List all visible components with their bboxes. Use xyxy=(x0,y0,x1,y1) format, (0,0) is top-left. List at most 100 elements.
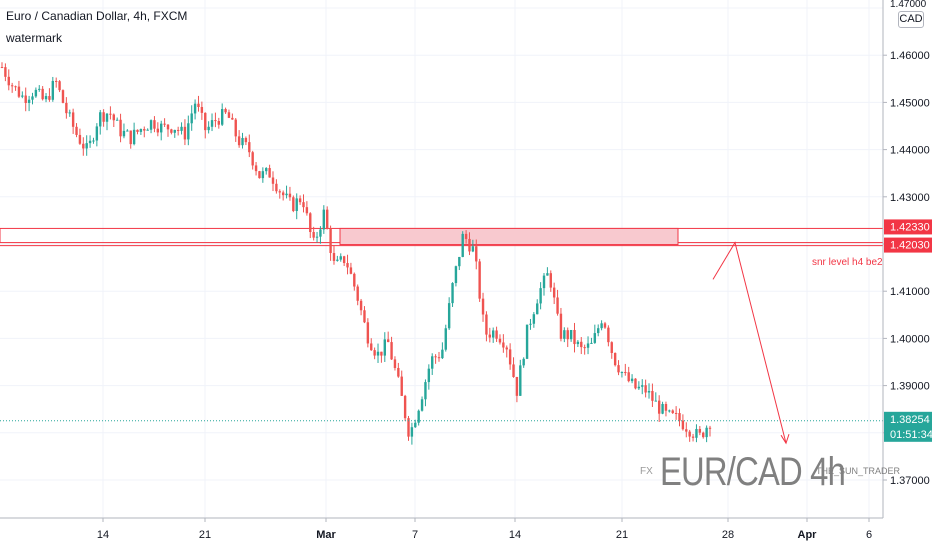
candle-body xyxy=(661,404,664,414)
candle-body xyxy=(458,256,461,267)
candle-body xyxy=(353,273,356,287)
candle-body xyxy=(71,112,75,127)
candle-body xyxy=(315,236,319,238)
candle-body xyxy=(176,129,180,131)
candle-body xyxy=(366,322,370,344)
candle-body xyxy=(302,202,305,208)
candle-body xyxy=(170,129,173,133)
candle-body xyxy=(559,313,563,339)
candle-body xyxy=(508,349,512,365)
candle-body xyxy=(685,429,688,432)
candle-body xyxy=(309,213,312,233)
watermark-author: THE_SUN_TRADER xyxy=(816,466,901,476)
candle-body xyxy=(227,112,231,118)
price-tick-label: 1.37000 xyxy=(890,475,930,487)
candle-body xyxy=(139,129,143,132)
candle-body xyxy=(78,134,82,144)
candle-body xyxy=(424,382,427,400)
candle-body xyxy=(95,126,99,141)
snr-zone-label: snr level h4 be2 xyxy=(812,257,883,268)
watermark-prefix: FX xyxy=(640,466,653,477)
candle-body xyxy=(55,80,58,82)
candle-body xyxy=(82,143,85,149)
candle-body xyxy=(468,238,471,252)
candle-body xyxy=(410,427,414,437)
candle-body xyxy=(112,114,115,121)
candle-body xyxy=(31,96,34,100)
price-tick-label: 1.40000 xyxy=(890,333,930,345)
candle-body xyxy=(10,85,14,87)
candle-body xyxy=(44,96,48,100)
price-axis[interactable]: 1.460001.450001.440001.430001.420001.410… xyxy=(882,0,932,518)
candle-body xyxy=(691,436,695,438)
candle-body xyxy=(414,422,417,428)
candle-body xyxy=(590,342,593,344)
candle-body xyxy=(278,191,281,193)
candle-body xyxy=(515,376,519,396)
candle-body xyxy=(231,117,234,120)
time-axis[interactable]: 14 21 Mar 7 14 21 28 Apr 6 xyxy=(0,517,883,541)
price-tick-label: 1.45000 xyxy=(890,97,930,109)
candle-body xyxy=(539,288,542,304)
candle-body xyxy=(34,89,38,97)
candle-body xyxy=(244,137,248,143)
candle-body xyxy=(600,323,603,329)
candle-body xyxy=(569,329,573,340)
candle-body xyxy=(160,123,163,133)
price-tick-label: 1.44000 xyxy=(890,145,930,157)
candle-body xyxy=(549,273,552,288)
candle-body xyxy=(4,67,7,77)
candle-body xyxy=(603,323,607,328)
price-label-box xyxy=(884,219,932,235)
candle-body xyxy=(647,390,651,393)
annotation-layer: snr level h4 be2 xyxy=(0,241,883,445)
candle-body xyxy=(641,385,644,387)
candle-body xyxy=(681,420,685,430)
candle-body xyxy=(156,128,160,133)
candle-body xyxy=(14,86,17,88)
candle-body xyxy=(288,193,292,198)
candle-body xyxy=(126,130,129,132)
candle-body xyxy=(702,432,705,438)
candle-body xyxy=(444,328,447,350)
price-tick-label: 1.47000 xyxy=(890,0,927,10)
candle-body xyxy=(654,400,657,402)
candle-body xyxy=(281,192,285,196)
candle-body xyxy=(342,256,346,264)
candle-body xyxy=(27,99,31,103)
snr-zone-layer xyxy=(0,227,884,247)
candle-body xyxy=(153,120,156,129)
candle-body xyxy=(271,177,275,184)
candle-body xyxy=(68,112,71,114)
candle-body xyxy=(583,347,586,349)
price-tick-label: 1.39000 xyxy=(890,381,930,393)
candle-body xyxy=(268,168,271,178)
candle-body xyxy=(207,126,210,131)
candle-body xyxy=(21,95,24,97)
candle-body xyxy=(529,323,532,325)
candle-body xyxy=(627,372,630,382)
candle-body xyxy=(102,112,105,122)
candle-body xyxy=(434,356,437,358)
candle-body xyxy=(285,193,288,196)
candle-body xyxy=(197,103,200,108)
currency-badge[interactable]: CAD xyxy=(898,11,924,28)
candle-body xyxy=(85,143,88,149)
time-tick-label: 28 xyxy=(722,529,734,541)
candle-body xyxy=(88,140,92,144)
candle-body xyxy=(403,395,407,419)
candle-body xyxy=(312,232,315,238)
candle-body xyxy=(674,412,678,414)
candle-body xyxy=(38,88,41,90)
candle-body xyxy=(471,246,475,252)
candle-body xyxy=(136,129,139,132)
candle-body xyxy=(122,130,126,137)
candle-body xyxy=(698,428,702,433)
candle-body xyxy=(292,197,295,212)
candle-body xyxy=(261,171,265,179)
candle-body xyxy=(180,126,183,131)
candle-body xyxy=(613,352,617,366)
candle-body xyxy=(580,341,583,348)
candle-body xyxy=(386,339,390,343)
